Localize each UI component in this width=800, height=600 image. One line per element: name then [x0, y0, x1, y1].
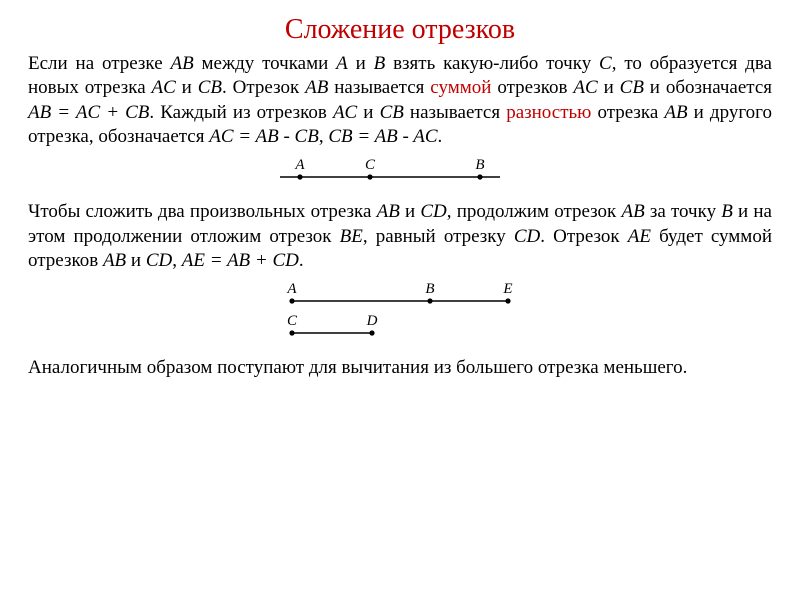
svg-text:C: C	[365, 157, 376, 173]
seg-AB: AB	[170, 53, 193, 74]
p1-t9: отрезков	[491, 77, 573, 98]
pt-B: B	[374, 53, 386, 74]
svg-text:C: C	[287, 313, 298, 329]
p2-t7: . Отрезок	[540, 226, 628, 247]
svg-text:A: A	[294, 157, 305, 173]
seg-CB3: CB	[380, 102, 404, 123]
svg-text:A: A	[286, 281, 297, 297]
page-title: Сложение отрезков	[28, 14, 772, 46]
paragraph-2: Чтобы сложить два произвольных отрезка A…	[28, 200, 772, 273]
figure-2: A B E C D	[28, 277, 772, 348]
p1-t4: взять какую-либо точку	[385, 53, 599, 74]
seg-AE: AE	[628, 226, 651, 247]
seg-AB2-p2: AB	[621, 201, 644, 222]
seg-CD2-p2: CD	[514, 226, 540, 247]
seg-BE: BE	[340, 226, 363, 247]
pt-A: A	[336, 53, 348, 74]
p1-t18: .	[438, 126, 443, 147]
p2-t3: , продолжим отрезок	[447, 201, 622, 222]
pt-C: C	[599, 53, 612, 74]
svg-text:E: E	[502, 281, 512, 297]
term-sum: суммой	[430, 77, 491, 98]
p1-t8: называется	[328, 77, 430, 98]
p1-t3: и	[348, 53, 374, 74]
p1-t1: Если на отрезке	[28, 53, 170, 74]
eq-diff2: CB = AB - AC	[328, 126, 437, 147]
paragraph-3: Аналогичным образом поступают для вычита…	[28, 356, 772, 380]
p1-t7: . Отрезок	[222, 77, 305, 98]
p1-t15: отрезка	[591, 102, 664, 123]
seg-AC: AC	[152, 77, 176, 98]
p1-t11: и обозначается	[644, 77, 772, 98]
p1-t6: и	[176, 77, 198, 98]
p1-t13: и	[357, 102, 379, 123]
p2-t6: , равный отрезку	[363, 226, 514, 247]
p2-t4: за точку	[645, 201, 722, 222]
p2-t11: .	[299, 250, 304, 271]
p1-t17: ,	[319, 126, 329, 147]
figure-1: ACB	[28, 153, 772, 192]
seg-CB: CB	[198, 77, 222, 98]
svg-text:B: B	[425, 281, 434, 297]
term-diff: разностью	[506, 102, 591, 123]
paragraph-1: Если на отрезке AB между точками A и B в…	[28, 52, 772, 149]
seg-AB3-p2: AB	[103, 250, 126, 271]
p2-t10: ,	[172, 250, 182, 271]
seg-AB-p2: AB	[377, 201, 400, 222]
p1-t14: называется	[404, 102, 506, 123]
p1-t2: между точками	[194, 53, 336, 74]
seg-CB2: CB	[620, 77, 644, 98]
p2-t1: Чтобы сложить два произвольных отрезка	[28, 201, 377, 222]
p2-t2: и	[400, 201, 421, 222]
eq-diff1: AC = AB - CB	[209, 126, 319, 147]
p3-t1: Аналогичным образом поступают для вычита…	[28, 357, 687, 378]
eq-sum: AB = AC + CB	[28, 102, 149, 123]
pt-B-p2: B	[721, 201, 733, 222]
seg-AC3: AC	[333, 102, 357, 123]
svg-text:D: D	[366, 313, 378, 329]
seg-AB2: AB	[305, 77, 328, 98]
svg-text:B: B	[475, 157, 484, 173]
p1-t12: . Каждый из отрезков	[149, 102, 333, 123]
seg-CD3-p2: CD	[146, 250, 172, 271]
seg-AC2: AC	[573, 77, 597, 98]
p2-t9: и	[126, 250, 146, 271]
p1-t10: и	[598, 77, 620, 98]
seg-CD-p2: CD	[420, 201, 446, 222]
seg-AB3: AB	[664, 102, 687, 123]
eq-AE: AE = AB + CD	[182, 250, 299, 271]
